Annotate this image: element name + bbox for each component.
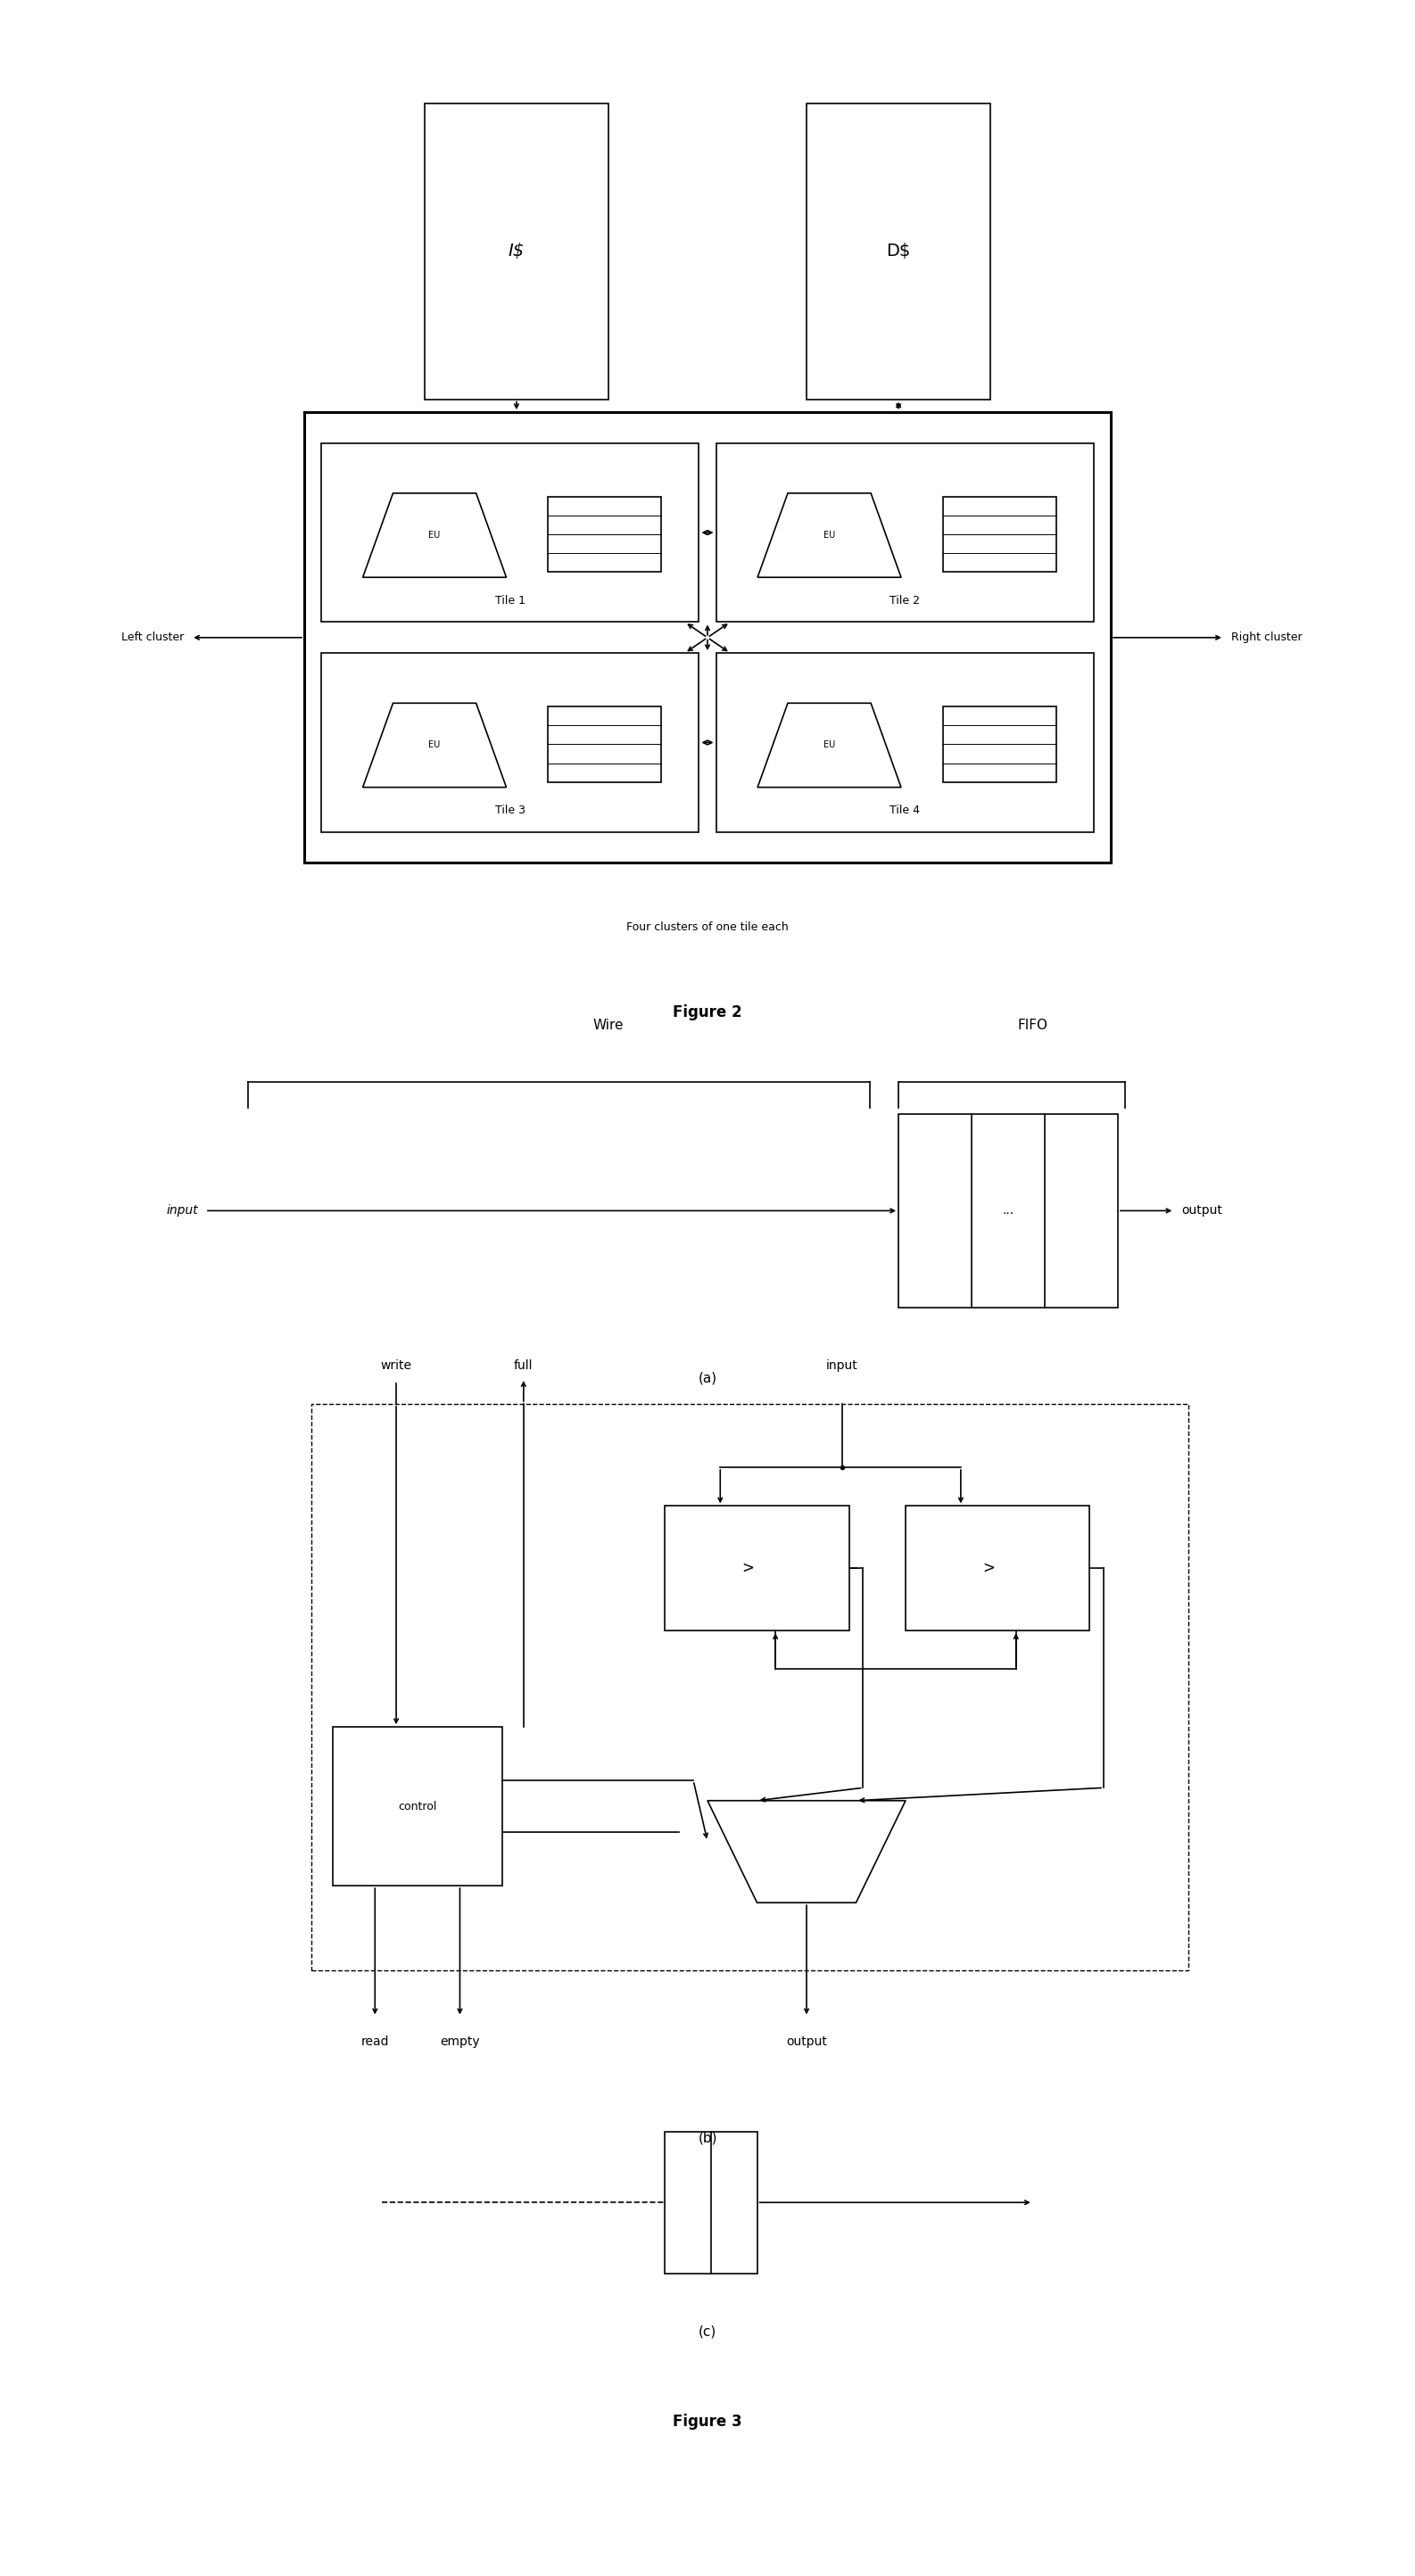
- Text: Right cluster: Right cluster: [1231, 631, 1302, 644]
- Text: input: input: [167, 1206, 198, 1216]
- Text: >: >: [741, 1561, 754, 1577]
- Text: EU: EU: [429, 531, 440, 541]
- Text: Tile 4: Tile 4: [890, 804, 920, 817]
- Bar: [665, 2133, 757, 2275]
- Text: >: >: [982, 1561, 995, 1577]
- Text: output: output: [787, 2035, 826, 2048]
- Text: write: write: [381, 1360, 412, 1370]
- Text: I$: I$: [508, 242, 525, 260]
- Text: output: output: [1182, 1206, 1223, 1216]
- Bar: [321, 443, 699, 623]
- Text: empty: empty: [440, 2035, 480, 2048]
- Text: EU: EU: [429, 742, 440, 750]
- Text: control: control: [398, 1801, 437, 1811]
- Text: ...: ...: [1002, 1206, 1015, 1216]
- Bar: [665, 1507, 849, 1631]
- Bar: [942, 706, 1056, 783]
- Text: EU: EU: [824, 531, 835, 541]
- Text: (c): (c): [699, 2324, 716, 2339]
- Text: Wire: Wire: [593, 1018, 624, 1033]
- Text: read: read: [361, 2035, 389, 2048]
- Bar: [304, 412, 1111, 863]
- Text: Left cluster: Left cluster: [122, 631, 184, 644]
- Bar: [716, 443, 1094, 623]
- Text: Tile 3: Tile 3: [495, 804, 525, 817]
- Text: FIFO: FIFO: [1017, 1018, 1049, 1033]
- Text: Tile 1: Tile 1: [495, 595, 525, 605]
- Text: Figure 3: Figure 3: [674, 2414, 741, 2429]
- Bar: [899, 1113, 1118, 1306]
- Text: (b): (b): [698, 2130, 717, 2146]
- Bar: [424, 103, 608, 399]
- Text: Figure 2: Figure 2: [674, 1005, 741, 1020]
- Bar: [333, 1726, 502, 1886]
- Text: D$: D$: [886, 242, 911, 260]
- Text: Tile 2: Tile 2: [890, 595, 920, 605]
- Bar: [807, 103, 990, 399]
- Bar: [942, 497, 1056, 572]
- Text: Four clusters of one tile each: Four clusters of one tile each: [627, 922, 788, 933]
- Text: full: full: [514, 1360, 533, 1370]
- Text: (a): (a): [698, 1370, 717, 1386]
- Bar: [321, 652, 699, 832]
- Text: EU: EU: [824, 742, 835, 750]
- Bar: [311, 1404, 1189, 1971]
- Bar: [548, 706, 661, 783]
- Bar: [548, 497, 661, 572]
- Text: input: input: [826, 1360, 857, 1370]
- Bar: [716, 652, 1094, 832]
- Bar: [906, 1507, 1090, 1631]
